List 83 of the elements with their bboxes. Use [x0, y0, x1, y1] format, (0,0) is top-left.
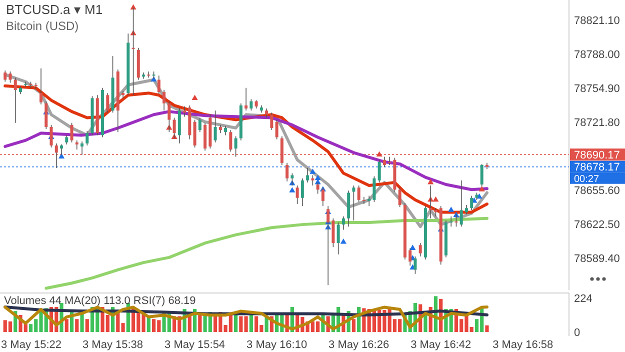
bar — [85, 319, 89, 332]
candlestick — [224, 126, 228, 136]
candlestick — [357, 185, 360, 202]
candlestick — [352, 185, 356, 221]
candlestick — [306, 168, 310, 183]
x-tick-label: 3 May 16:10 — [246, 339, 308, 351]
candlestick — [193, 119, 196, 148]
candlestick — [372, 176, 376, 202]
candlestick — [388, 156, 392, 166]
x-tick-label: 3 May 15:54 — [164, 339, 226, 351]
bar — [239, 316, 243, 332]
chart-title: Volumes 44 MA(20) 113.0 RSI(7) 68.19 — [4, 295, 196, 307]
candlestick — [34, 82, 38, 90]
ref-line-label: 78678.17 — [574, 162, 620, 174]
candlestick — [70, 122, 74, 143]
candlestick — [418, 242, 422, 257]
x-tick-label: 3 May 15:22 — [1, 339, 62, 351]
y-tick-label: 78721.80 — [574, 116, 620, 129]
text: 00:27 — [574, 174, 600, 185]
candlestick — [4, 70, 7, 82]
bar — [485, 325, 489, 332]
candlestick — [234, 136, 238, 158]
candlestick — [382, 156, 386, 168]
candlestick — [311, 174, 314, 186]
candlestick — [250, 98, 253, 111]
candlestick — [362, 196, 366, 204]
text: Bitcoin (USD) — [6, 19, 79, 33]
candlestick — [270, 112, 274, 130]
candlestick — [460, 180, 463, 228]
candlestick — [75, 140, 78, 150]
x-tick-label: 3 May 15:38 — [82, 339, 144, 351]
y-tick-label: 78622.50 — [574, 218, 620, 231]
candlestick — [342, 216, 345, 230]
candlestick — [332, 218, 335, 248]
candlestick — [265, 108, 268, 118]
x-tick-label: 3 May 16:58 — [492, 339, 554, 351]
chart-title: BTCUSD.a ▾ M1 — [6, 2, 103, 17]
y-tick-label: 78655.60 — [574, 184, 620, 197]
bar — [64, 319, 68, 332]
candlestick — [229, 130, 232, 152]
candlestick — [157, 75, 160, 94]
candlestick — [204, 122, 207, 151]
y-tick-label: 78821.10 — [574, 14, 620, 27]
candlestick — [336, 222, 340, 255]
candlestick — [244, 88, 248, 111]
candlestick — [8, 71, 12, 84]
candlestick — [198, 117, 202, 133]
candlestick — [106, 92, 110, 113]
candlestick — [408, 248, 412, 266]
candlestick — [80, 140, 84, 156]
candlestick — [14, 77, 17, 124]
candlestick — [183, 106, 186, 118]
x-tick-label: 3 May 16:26 — [328, 339, 390, 351]
y-tick-label: 78754.90 — [574, 82, 620, 95]
candlestick — [450, 216, 453, 228]
candlestick — [65, 134, 68, 145]
y-tick-label: 224 — [574, 292, 592, 305]
bar — [424, 315, 428, 332]
candlestick — [464, 204, 468, 215]
bar — [75, 319, 79, 332]
y-tick-label: 0 — [574, 326, 580, 339]
ref-line-label: 78690.17 — [574, 149, 620, 162]
bar — [80, 314, 84, 332]
candlestick — [378, 159, 381, 183]
y-tick-label: 78788.00 — [574, 48, 620, 61]
candlestick — [300, 178, 304, 206]
bar — [188, 316, 192, 332]
candlestick — [40, 68, 43, 105]
candlestick — [398, 187, 402, 208]
candlestick — [275, 119, 278, 140]
candlestick — [24, 81, 28, 88]
bar — [352, 319, 356, 332]
candlestick — [86, 130, 89, 146]
candlestick — [368, 195, 371, 206]
x-tick-label: 3 May 16:42 — [410, 339, 472, 351]
bar — [244, 316, 248, 332]
candlestick — [296, 185, 299, 204]
candlestick — [162, 90, 166, 111]
candlestick — [214, 110, 217, 143]
candlestick — [470, 195, 474, 211]
candlestick — [286, 162, 289, 182]
y-tick-label: 78589.40 — [574, 252, 620, 265]
candlestick — [414, 256, 417, 274]
